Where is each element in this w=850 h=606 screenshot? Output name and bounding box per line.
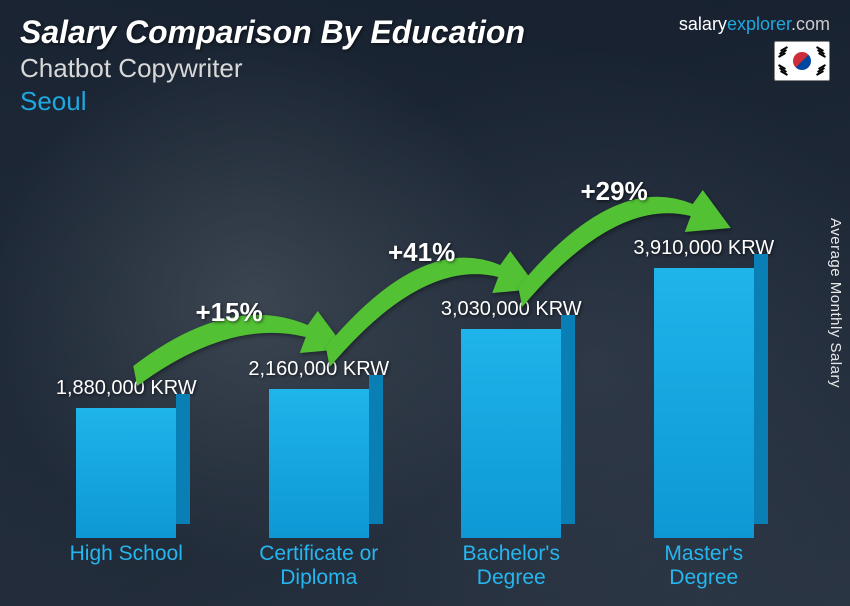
brand-suffix: .com xyxy=(791,14,830,34)
subtitle: Chatbot Copywriter xyxy=(20,53,525,84)
brand-block: salaryexplorer.com xyxy=(679,14,830,81)
brand-mid: explorer xyxy=(727,14,791,34)
chart-area: 1,880,000 KRW2,160,000 KRW3,030,000 KRW3… xyxy=(30,150,800,590)
x-axis-label: Certificate orDiploma xyxy=(234,542,404,590)
bar-side-face xyxy=(754,254,768,524)
bar-group: 3,910,000 KRW xyxy=(619,237,789,538)
bar-group: 3,030,000 KRW xyxy=(426,298,596,538)
bar-front-face xyxy=(461,329,561,538)
brand-logo-text: salaryexplorer.com xyxy=(679,14,830,35)
bar-front-face xyxy=(269,389,369,538)
location: Seoul xyxy=(20,86,525,117)
bar-group: 1,880,000 KRW xyxy=(41,377,211,538)
bar-front-face xyxy=(76,408,176,538)
bar-side-face xyxy=(369,375,383,524)
bar-front-face xyxy=(654,268,754,538)
bar-3d xyxy=(76,408,176,538)
bar-group: 2,160,000 KRW xyxy=(234,358,404,538)
header: Salary Comparison By Education Chatbot C… xyxy=(20,14,830,117)
title-block: Salary Comparison By Education Chatbot C… xyxy=(20,14,525,117)
x-axis-label: High School xyxy=(41,542,211,590)
bars-container: 1,880,000 KRW2,160,000 KRW3,030,000 KRW3… xyxy=(30,150,800,538)
x-axis-label: Bachelor'sDegree xyxy=(426,542,596,590)
bar-3d xyxy=(461,329,561,538)
bar-side-face xyxy=(561,315,575,524)
bar-side-face xyxy=(176,394,190,524)
y-axis-label: Average Monthly Salary xyxy=(827,218,844,388)
korea-flag-icon xyxy=(774,41,830,81)
x-labels: High School Certificate orDiploma Bachelor… xyxy=(30,542,800,590)
bar-3d xyxy=(269,389,369,538)
page-title: Salary Comparison By Education xyxy=(20,14,525,51)
x-axis-label: Master'sDegree xyxy=(619,542,789,590)
brand-prefix: salary xyxy=(679,14,727,34)
bar-3d xyxy=(654,268,754,538)
